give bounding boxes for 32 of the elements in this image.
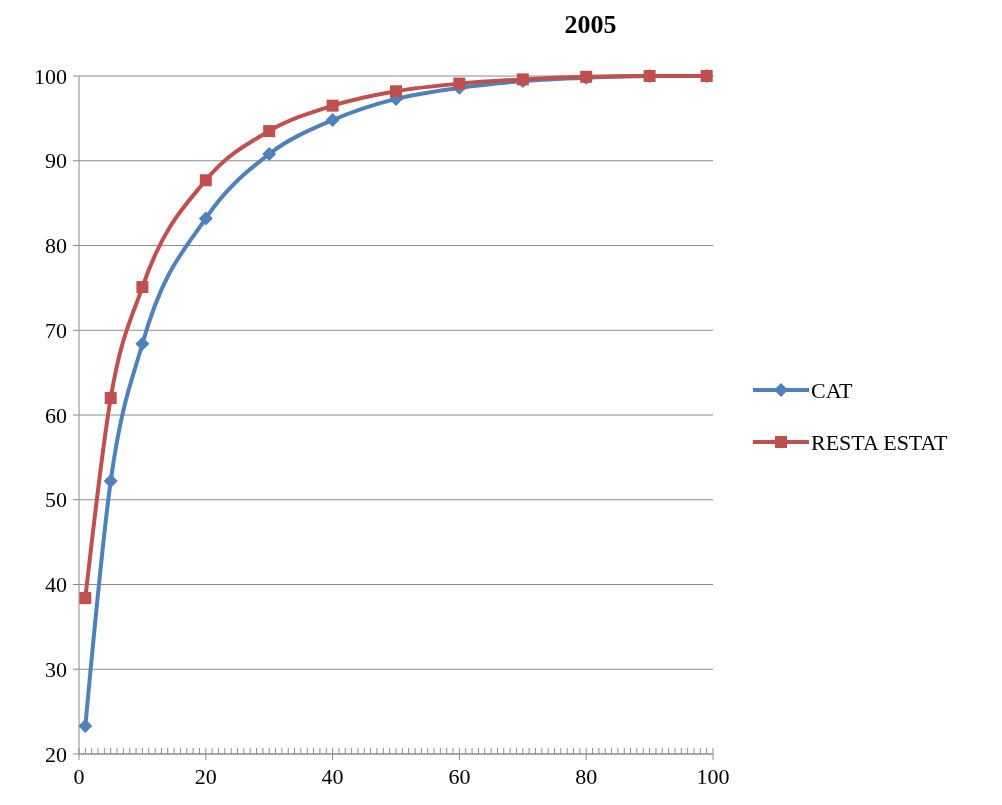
point [262,146,277,161]
chart-title: 2005 [564,10,617,39]
x-tick-label: 40 [321,764,344,789]
point [104,392,117,405]
x-tick-label: 100 [696,764,730,789]
y-tick-label: 70 [45,317,67,343]
x-tick-label: 20 [194,764,217,789]
point [136,281,149,294]
legend-label: RESTA ESTAT [811,429,948,455]
y-tick-label: 30 [45,656,67,682]
y-tick-label: 40 [45,572,67,598]
x-tick-label: 60 [448,764,471,789]
x-tick-label: 0 [73,764,85,789]
point [78,719,93,734]
point [390,85,402,98]
legend-label: CAT [811,377,854,403]
point [199,174,212,187]
point [135,336,150,351]
y-tick-label: 20 [45,741,67,767]
y-tick-label: 90 [45,148,67,174]
y-tick-label: 60 [45,402,67,428]
y-tick-label: 50 [45,487,67,513]
point [79,592,92,605]
point [325,113,340,128]
point [103,474,118,489]
x-tick-label: 80 [575,764,598,789]
point [198,211,213,226]
point [453,77,466,90]
point [263,125,276,138]
y-tick-label: 80 [45,233,67,259]
point [326,99,339,112]
y-tick-label: 100 [34,63,67,89]
